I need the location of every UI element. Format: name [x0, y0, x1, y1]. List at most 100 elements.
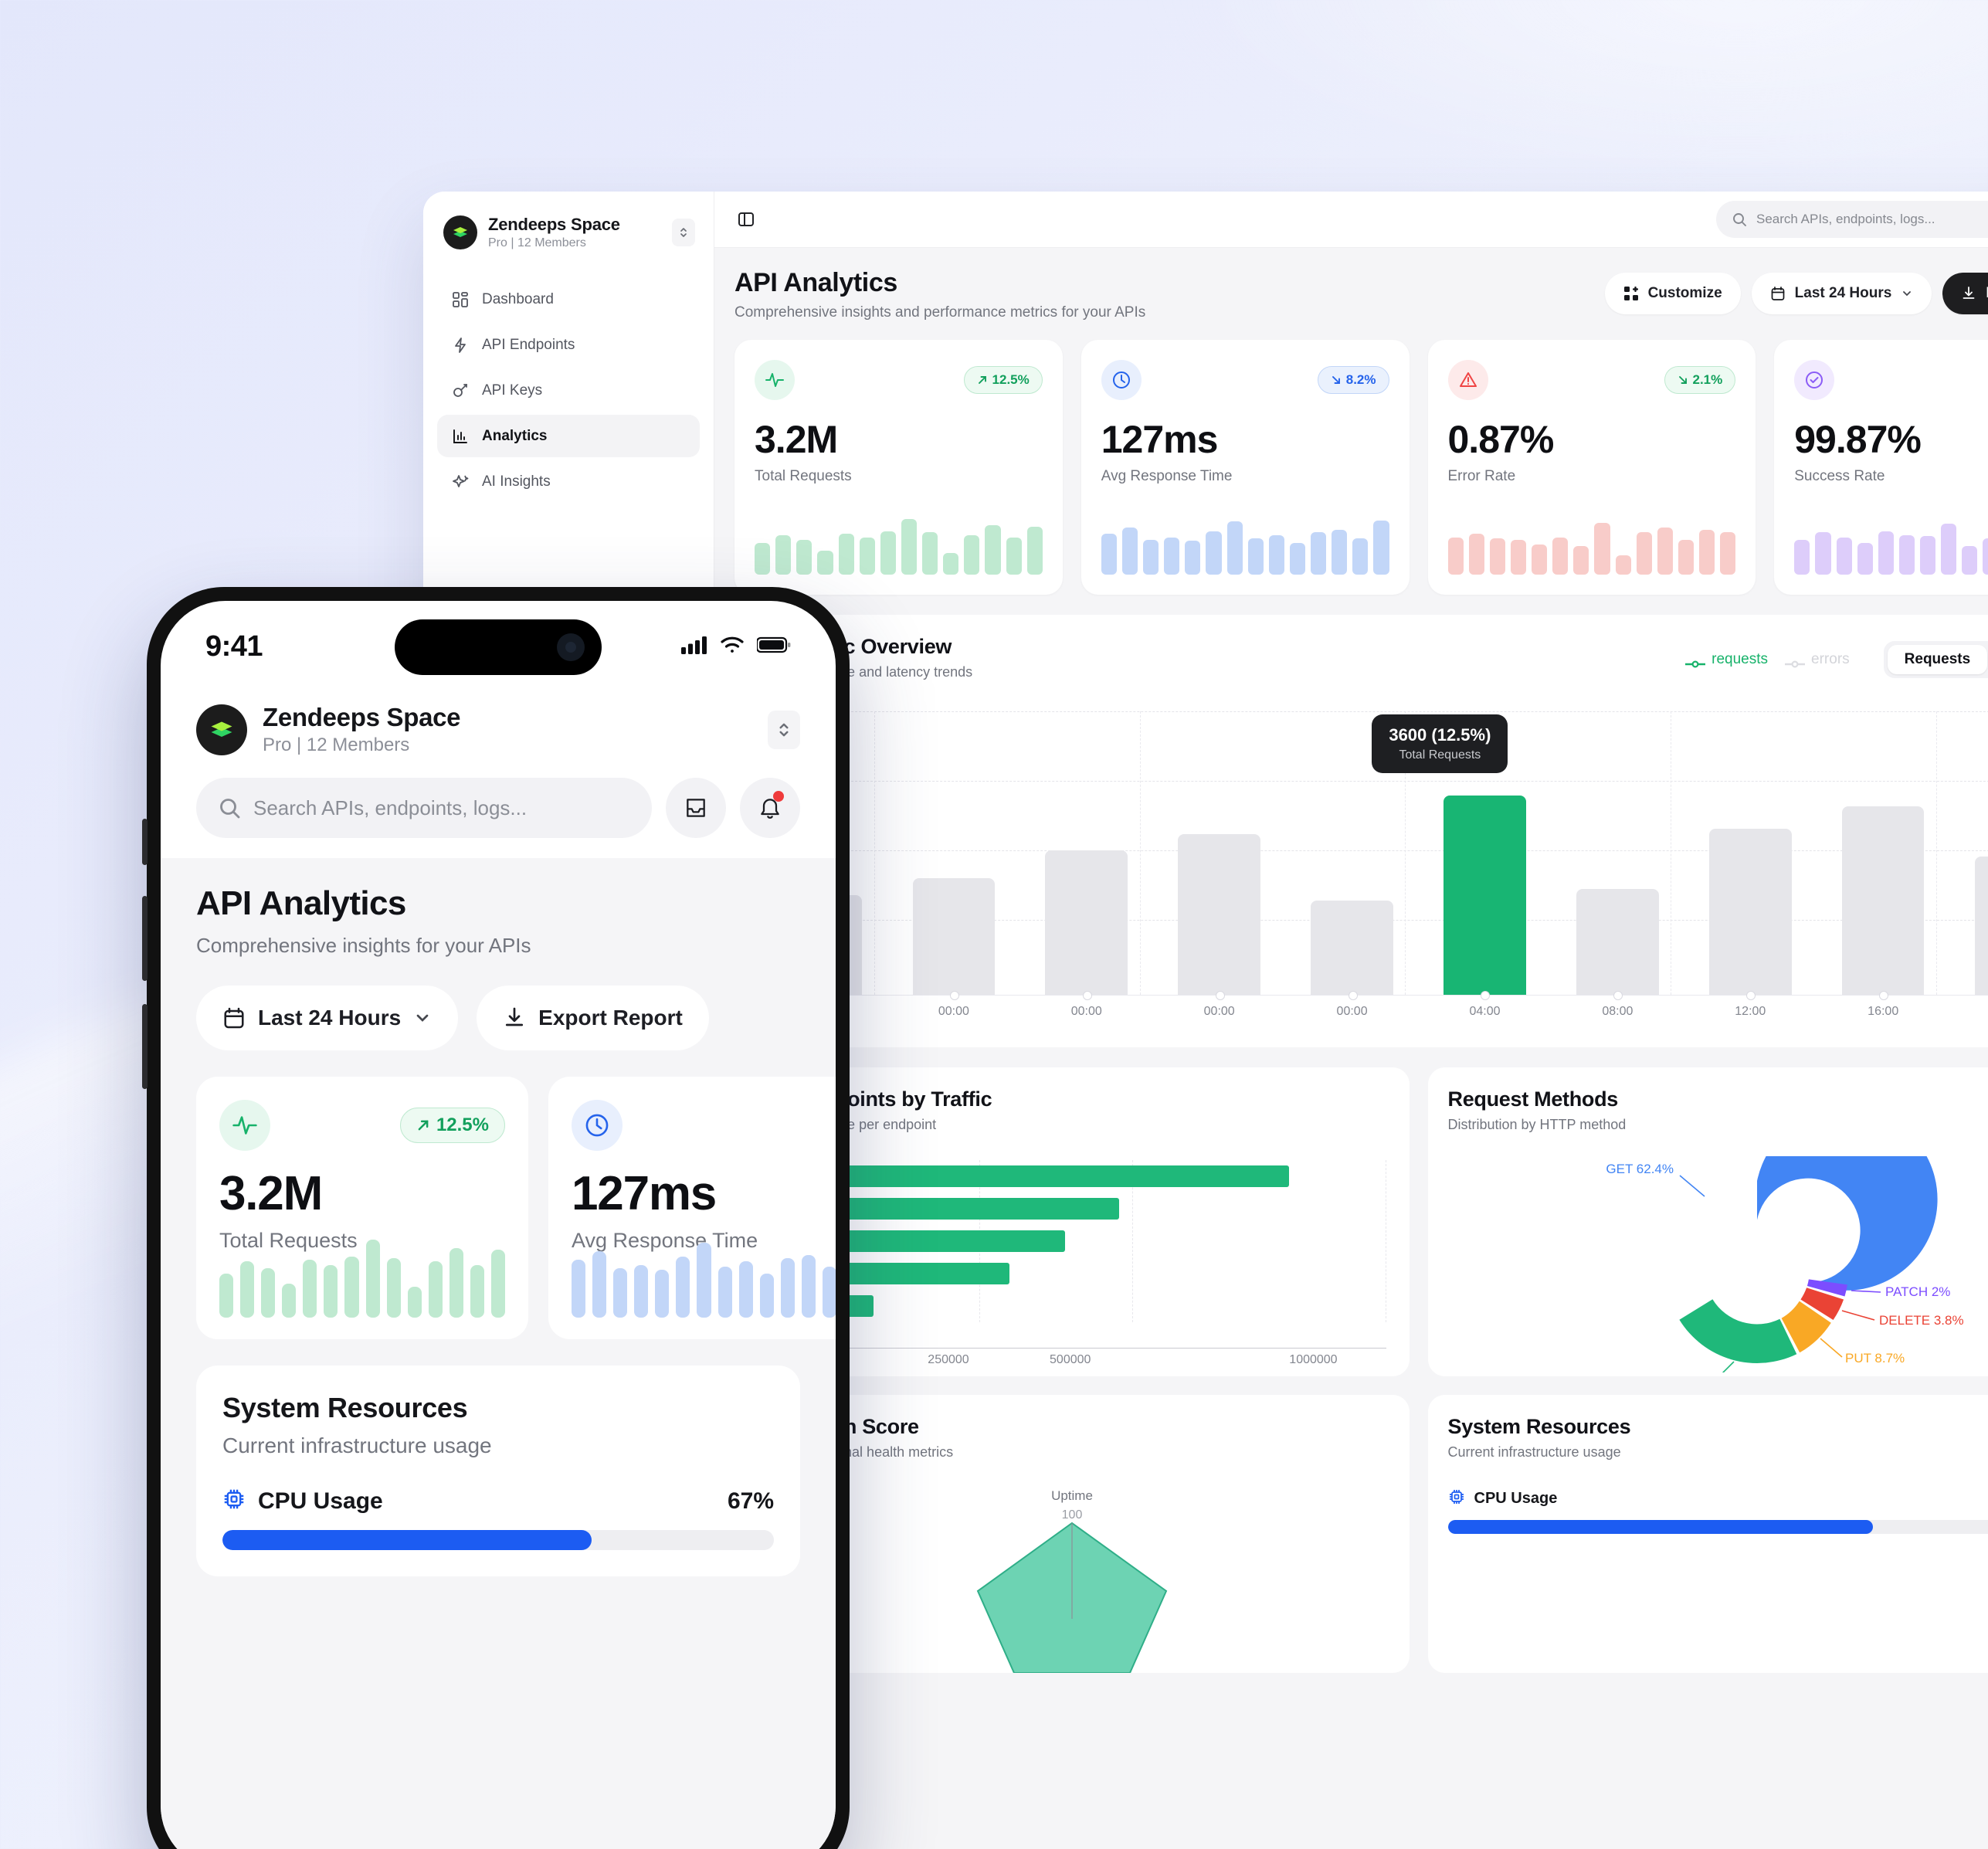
key-icon [451, 382, 470, 400]
endpoints-xaxis: 02500005000001000000 [824, 1353, 1386, 1370]
page-subtitle: Comprehensive insights and performance m… [734, 304, 1146, 321]
status-time: 9:41 [205, 629, 263, 663]
donut-label-get: GET 62.4% [1606, 1162, 1674, 1176]
sidebar-toggle-icon[interactable] [734, 208, 758, 231]
endpoint-bar-row[interactable]: /api/v1/products [738, 1225, 1386, 1257]
endpoint-bar-row[interactable]: /api/v1/users [754, 1160, 1386, 1193]
card-subtitle: Multi-dimensional health metrics [755, 1444, 954, 1460]
phone-search-input[interactable]: Search APIs, endpoints, logs... [196, 778, 652, 838]
legend-item-requests[interactable]: requests [1685, 651, 1768, 668]
traffic-bar[interactable] [1817, 711, 1949, 995]
stat-label: Total Requests [755, 468, 852, 484]
chevron-updown-icon[interactable] [672, 219, 695, 246]
stat-label: Error Rate [1447, 468, 1516, 484]
cpu-icon [222, 1488, 246, 1515]
traffic-bar[interactable] [887, 711, 1020, 995]
traffic-bar[interactable] [1684, 711, 1817, 995]
background-glow [1159, 0, 1988, 185]
donut-label-delete: DELETE 3.8% [1879, 1313, 1964, 1328]
workspace-meta: Pro | 12 Members [488, 236, 586, 249]
status-badge: 8.2% [1317, 366, 1389, 394]
sidebar-item-dashboard[interactable]: Dashboard [437, 278, 700, 321]
resource-progress-track [222, 1530, 774, 1550]
middle-row: Top Endpoints by Traffic Request volume … [734, 1067, 1988, 1376]
phone-stat-card-avg-response-time[interactable]: 127ms Avg Response Time [548, 1077, 836, 1339]
sparkline [572, 1233, 836, 1318]
sidebar-item-api-endpoints[interactable]: API Endpoints [437, 324, 700, 366]
endpoint-bar-row[interactable]: /api/v1/orders [749, 1193, 1386, 1225]
traffic-bar[interactable] [1153, 711, 1286, 995]
stat-label: Total Requests [219, 1229, 358, 1252]
battery-icon [755, 636, 791, 658]
sidebar-item-analytics[interactable]: Analytics [437, 415, 700, 457]
traffic-bar[interactable] [1020, 711, 1153, 995]
phone-export-report-button[interactable]: Export Report [477, 986, 709, 1050]
customize-button[interactable]: Customize [1604, 273, 1741, 314]
resource-row-cpu: CPU Usage 67% [222, 1488, 774, 1515]
bar-chart-icon [451, 427, 470, 446]
stat-card-success-rate[interactable]: 0.4% 99.87% Success Rate [1774, 340, 1988, 595]
tab-requests[interactable]: Requests [1887, 645, 1988, 674]
date-range-button[interactable]: Last 24 Hours [1751, 273, 1932, 314]
date-range-label: Last 24 Hours [1794, 285, 1892, 301]
stat-card-total-requests[interactable]: 12.5% 3.2M Total Requests [734, 340, 1063, 595]
delta-value: 2.1% [1692, 372, 1723, 387]
activity-icon [755, 360, 795, 400]
health-radar-chart: Uptime 100 [734, 1488, 1410, 1673]
desktop-app-window: Zendeeps Space Pro | 12 Members Dashboar… [423, 192, 1988, 1849]
axis-tick-label: 500000 [1050, 1353, 1091, 1366]
phone-page-subtitle: Comprehensive insights for your APIs [196, 934, 531, 957]
phone-search-placeholder: Search APIs, endpoints, logs... [253, 796, 528, 819]
traffic-bar[interactable] [1419, 711, 1552, 995]
axis-tick-label: 00:00 [1020, 991, 1153, 1027]
axis-tick-label: 00:00 [887, 991, 1020, 1027]
inbox-button[interactable] [666, 778, 726, 838]
stat-value: 0.87% [1447, 418, 1555, 461]
resource-progress-track [1447, 1520, 1988, 1534]
axis-tick-label: 250000 [928, 1353, 969, 1366]
workspace-name: Zendeeps Space [488, 215, 620, 234]
stat-card-avg-response-time[interactable]: 8.2% 127ms Avg Response Time [1081, 340, 1410, 595]
traffic-bar[interactable] [1551, 711, 1684, 995]
sidebar-label: Analytics [482, 427, 548, 444]
stat-card-error-rate[interactable]: 2.1% 0.87% Error Rate [1427, 340, 1756, 595]
traffic-chart: 3600 (12.5%) Total Requests 00:00 00:00 00… [755, 711, 1988, 1027]
axis-tick-label: 20:00 [1949, 996, 1988, 1027]
card-subtitle: Distribution by HTTP method [1447, 1117, 1627, 1132]
traffic-bars [755, 711, 1988, 995]
card-title: System Resources [222, 1392, 468, 1423]
alert-icon [1447, 360, 1488, 400]
phone-date-range-button[interactable]: Last 24 Hours [196, 986, 459, 1050]
global-search-input[interactable]: Search APIs, endpoints, logs... [1716, 201, 1988, 238]
phone-mockup: 9:41 [142, 587, 850, 1849]
status-badge: 2.1% [1664, 366, 1736, 394]
endpoint-bar-row[interactable]: /api/v1/analytics [737, 1290, 1386, 1322]
traffic-bar[interactable] [1286, 711, 1419, 995]
endpoint-bar-row[interactable]: /api/v1/auth/login [736, 1257, 1386, 1290]
phone-stat-card-total-requests[interactable]: 12.5% 3.2M Total Requests [196, 1077, 528, 1339]
clock-icon [572, 1100, 623, 1151]
phone-status-bar: 9:41 [161, 601, 836, 692]
phone-search-row: Search APIs, endpoints, logs... [196, 778, 800, 838]
phone-export-report-label: Export Report [538, 1006, 683, 1030]
sidebar-label: API Endpoints [482, 336, 575, 353]
global-search-placeholder: Search APIs, endpoints, logs... [1756, 212, 1935, 226]
axis-tick-label: 12:00 [1684, 991, 1817, 1027]
workspace-switcher[interactable]: Zendeeps Space Pro | 12 Members [437, 209, 700, 256]
traffic-bar[interactable] [1949, 711, 1988, 995]
card-title: System Resources [1447, 1415, 1631, 1438]
phone-workspace-switcher[interactable]: Zendeeps Space Pro | 12 Members [196, 703, 800, 756]
notifications-button[interactable] [740, 778, 800, 838]
sidebar-item-ai-insights[interactable]: AI Insights [437, 460, 700, 503]
delta-value: 12.5% [436, 1114, 489, 1135]
legend-item-errors[interactable]: errors [1785, 651, 1850, 668]
sidebar-item-api-keys[interactable]: API Keys [437, 369, 700, 412]
card-subtitle: Current infrastructure usage [1447, 1444, 1621, 1460]
activity-icon [219, 1100, 270, 1151]
status-badge: 12.5% [963, 366, 1043, 394]
export-report-button[interactable]: Export Report [1942, 273, 1988, 314]
sparkline [1794, 514, 1988, 575]
chevron-updown-icon[interactable] [768, 710, 800, 749]
signal-icon [681, 636, 707, 658]
metric-tabs: Requests Latency [1883, 641, 1988, 678]
